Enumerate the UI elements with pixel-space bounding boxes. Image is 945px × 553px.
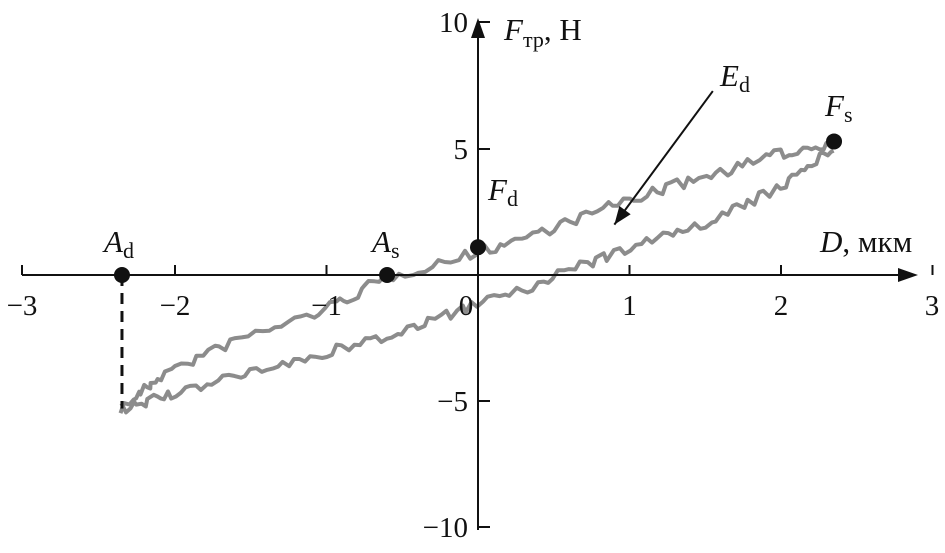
y-axis-label: Fтр, Н [503,12,582,52]
x-tick-label: 1 [622,290,637,322]
point-label-fs: Fs [824,88,853,127]
point-fs [826,133,843,150]
x-tick-label: 3 [925,290,940,322]
x-axis-arrowhead [898,268,918,282]
y-tick-label: −10 [423,512,468,544]
y-tick-label: 5 [454,134,469,166]
x-tick-label: −2 [160,290,191,322]
point-label-fd: Fd [487,172,518,211]
point-label-ad: Ad [102,224,134,263]
axes-layer [22,18,918,530]
annotation-arrow-line [613,90,714,226]
point-label-as: As [370,224,400,263]
x-axis-label: D, мкм [819,224,912,259]
x-tick-label: −1 [311,290,342,322]
x-tick-label: 2 [774,290,789,322]
x-tick-label: 0 [459,290,474,322]
y-tick-label: 10 [439,7,468,39]
point-fd [470,239,486,256]
annotation-arrowhead [614,205,631,225]
points-layer [113,90,843,409]
point-ad [113,267,130,283]
annotation-label-ed: Ed [719,58,750,97]
point-as [379,267,396,283]
x-tick-label: −3 [7,290,38,322]
y-axis-arrowhead [471,18,485,38]
y-tick-label: −5 [437,386,468,418]
